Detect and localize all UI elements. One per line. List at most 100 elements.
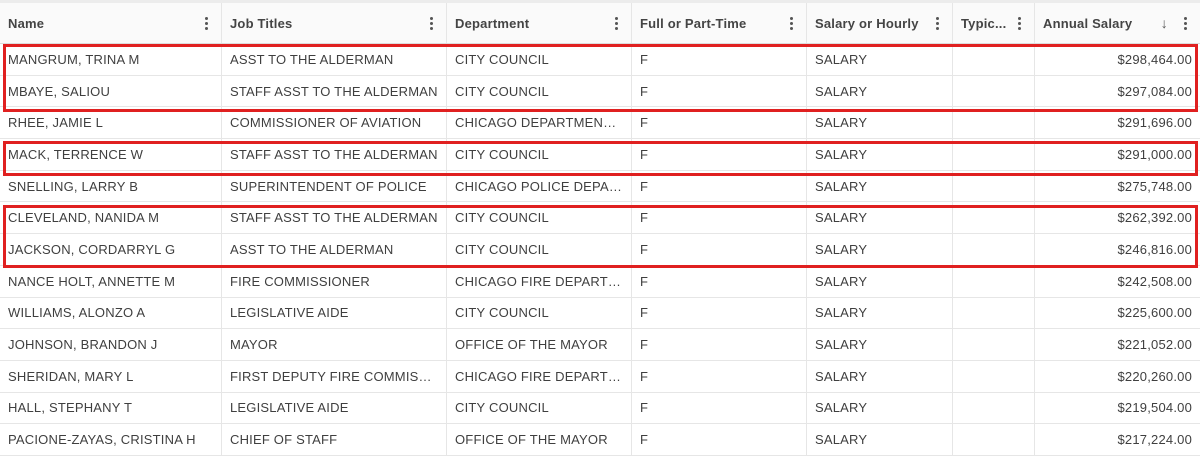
cell-full-or-part-time[interactable]: F bbox=[632, 170, 807, 202]
cell-department[interactable]: CITY COUNCIL bbox=[447, 202, 632, 234]
cell-full-or-part-time[interactable]: F bbox=[632, 202, 807, 234]
cell-job-title[interactable]: STAFF ASST TO THE ALDERMAN bbox=[222, 202, 447, 234]
column-menu-icon[interactable] bbox=[784, 15, 798, 31]
cell-name[interactable]: MANGRUM, TRINA M bbox=[0, 44, 222, 75]
cell-salary-or-hourly[interactable]: SALARY bbox=[807, 139, 953, 170]
table-row[interactable]: MBAYE, SALIOU STAFF ASST TO THE ALDERMAN C… bbox=[0, 75, 1200, 108]
table-row[interactable]: PACIONE-ZAYAS, CRISTINA H CHIEF OF STAFF O… bbox=[0, 424, 1200, 456]
table-row[interactable]: SHERIDAN, MARY L FIRST DEPUTY FIRE COMMIS… bbox=[0, 360, 1200, 393]
cell-typical-hours[interactable] bbox=[953, 44, 1035, 75]
cell-name[interactable]: JACKSON, CORDARRYL G bbox=[0, 234, 222, 265]
cell-salary-or-hourly[interactable]: SALARY bbox=[807, 234, 953, 265]
cell-job-title[interactable]: FIRE COMMISSIONER bbox=[222, 265, 447, 297]
cell-department[interactable]: CITY COUNCIL bbox=[447, 44, 632, 75]
table-row[interactable]: CLEVELAND, NANIDA M STAFF ASST TO THE ALD… bbox=[0, 202, 1200, 235]
cell-typical-hours[interactable] bbox=[953, 424, 1035, 455]
cell-department[interactable]: OFFICE OF THE MAYOR bbox=[447, 424, 632, 455]
column-menu-icon[interactable] bbox=[1178, 15, 1192, 31]
cell-full-or-part-time[interactable]: F bbox=[632, 360, 807, 392]
cell-typical-hours[interactable] bbox=[953, 265, 1035, 297]
cell-job-title[interactable]: FIRST DEPUTY FIRE COMMISSION... bbox=[222, 360, 447, 392]
cell-department[interactable]: CITY COUNCIL bbox=[447, 139, 632, 170]
cell-name[interactable]: HALL, STEPHANY T bbox=[0, 392, 222, 424]
cell-job-title[interactable]: ASST TO THE ALDERMAN bbox=[222, 234, 447, 265]
column-header-annual-salary[interactable]: Annual Salary ↓ bbox=[1035, 3, 1200, 43]
cell-full-or-part-time[interactable]: F bbox=[632, 265, 807, 297]
cell-department[interactable]: CITY COUNCIL bbox=[447, 75, 632, 107]
cell-full-or-part-time[interactable]: F bbox=[632, 329, 807, 360]
column-header-name[interactable]: Name bbox=[0, 3, 222, 43]
cell-annual-salary[interactable]: $262,392.00 bbox=[1035, 202, 1200, 233]
cell-typical-hours[interactable] bbox=[953, 75, 1035, 107]
cell-job-title[interactable]: ASST TO THE ALDERMAN bbox=[222, 44, 447, 75]
cell-typical-hours[interactable] bbox=[953, 139, 1035, 170]
cell-annual-salary[interactable]: $291,696.00 bbox=[1035, 107, 1200, 138]
cell-name[interactable]: RHEE, JAMIE L bbox=[0, 107, 222, 139]
table-row[interactable]: JACKSON, CORDARRYL G ASST TO THE ALDERMAN… bbox=[0, 234, 1200, 266]
cell-salary-or-hourly[interactable]: SALARY bbox=[807, 44, 953, 75]
cell-typical-hours[interactable] bbox=[953, 329, 1035, 360]
cell-job-title[interactable]: LEGISLATIVE AIDE bbox=[222, 297, 447, 329]
cell-job-title[interactable]: STAFF ASST TO THE ALDERMAN bbox=[222, 75, 447, 107]
cell-annual-salary[interactable]: $298,464.00 bbox=[1035, 44, 1200, 75]
cell-annual-salary[interactable]: $217,224.00 bbox=[1035, 424, 1200, 455]
cell-typical-hours[interactable] bbox=[953, 107, 1035, 139]
cell-salary-or-hourly[interactable]: SALARY bbox=[807, 360, 953, 392]
cell-annual-salary[interactable]: $291,000.00 bbox=[1035, 139, 1200, 170]
cell-name[interactable]: WILLIAMS, ALONZO A bbox=[0, 297, 222, 329]
cell-full-or-part-time[interactable]: F bbox=[632, 75, 807, 107]
cell-salary-or-hourly[interactable]: SALARY bbox=[807, 424, 953, 455]
cell-annual-salary[interactable]: $219,504.00 bbox=[1035, 393, 1200, 424]
cell-name[interactable]: PACIONE-ZAYAS, CRISTINA H bbox=[0, 424, 222, 455]
cell-salary-or-hourly[interactable]: SALARY bbox=[807, 265, 953, 297]
column-header-department[interactable]: Department bbox=[447, 3, 632, 43]
table-row[interactable]: JOHNSON, BRANDON J MAYOR OFFICE OF THE MAY… bbox=[0, 329, 1200, 361]
cell-salary-or-hourly[interactable]: SALARY bbox=[807, 202, 953, 234]
cell-typical-hours[interactable] bbox=[953, 170, 1035, 202]
column-header-salary-or-hourly[interactable]: Salary or Hourly bbox=[807, 3, 953, 43]
column-header-full-or-part-time[interactable]: Full or Part-Time bbox=[632, 3, 807, 43]
table-row[interactable]: WILLIAMS, ALONZO A LEGISLATIVE AIDE CITY C… bbox=[0, 297, 1200, 330]
cell-full-or-part-time[interactable]: F bbox=[632, 424, 807, 455]
cell-department[interactable]: CHICAGO DEPARTMENT OF... bbox=[447, 107, 632, 139]
cell-typical-hours[interactable] bbox=[953, 234, 1035, 265]
cell-job-title[interactable]: LEGISLATIVE AIDE bbox=[222, 392, 447, 424]
cell-full-or-part-time[interactable]: F bbox=[632, 139, 807, 170]
cell-department[interactable]: CHICAGO POLICE DEPART... bbox=[447, 170, 632, 202]
cell-typical-hours[interactable] bbox=[953, 392, 1035, 424]
cell-full-or-part-time[interactable]: F bbox=[632, 107, 807, 139]
cell-full-or-part-time[interactable]: F bbox=[632, 234, 807, 265]
cell-name[interactable]: SNELLING, LARRY B bbox=[0, 170, 222, 202]
cell-salary-or-hourly[interactable]: SALARY bbox=[807, 75, 953, 107]
table-row[interactable]: MANGRUM, TRINA M ASST TO THE ALDERMAN CITY… bbox=[0, 44, 1200, 76]
table-row[interactable]: MACK, TERRENCE W STAFF ASST TO THE ALDERM… bbox=[0, 139, 1200, 171]
cell-job-title[interactable]: STAFF ASST TO THE ALDERMAN bbox=[222, 139, 447, 170]
table-row[interactable]: RHEE, JAMIE L COMMISSIONER OF AVIATION CHI… bbox=[0, 107, 1200, 140]
cell-job-title[interactable]: COMMISSIONER OF AVIATION bbox=[222, 107, 447, 139]
cell-annual-salary[interactable]: $246,816.00 bbox=[1035, 234, 1200, 265]
cell-salary-or-hourly[interactable]: SALARY bbox=[807, 392, 953, 424]
cell-department[interactable]: CHICAGO FIRE DEPARTMENT bbox=[447, 360, 632, 392]
cell-salary-or-hourly[interactable]: SALARY bbox=[807, 329, 953, 360]
cell-annual-salary[interactable]: $275,748.00 bbox=[1035, 171, 1200, 202]
cell-department[interactable]: CITY COUNCIL bbox=[447, 392, 632, 424]
cell-job-title[interactable]: CHIEF OF STAFF bbox=[222, 424, 447, 455]
cell-annual-salary[interactable]: $221,052.00 bbox=[1035, 329, 1200, 360]
column-menu-icon[interactable] bbox=[930, 15, 944, 31]
cell-name[interactable]: SHERIDAN, MARY L bbox=[0, 360, 222, 392]
cell-annual-salary[interactable]: $225,600.00 bbox=[1035, 298, 1200, 329]
cell-name[interactable]: MACK, TERRENCE W bbox=[0, 139, 222, 170]
cell-full-or-part-time[interactable]: F bbox=[632, 297, 807, 329]
cell-department[interactable]: CITY COUNCIL bbox=[447, 297, 632, 329]
table-row[interactable]: NANCE HOLT, ANNETTE M FIRE COMMISSIONER CH… bbox=[0, 265, 1200, 298]
table-row[interactable]: HALL, STEPHANY T LEGISLATIVE AIDE CITY COU… bbox=[0, 392, 1200, 425]
column-menu-icon[interactable] bbox=[424, 15, 438, 31]
column-header-job-titles[interactable]: Job Titles bbox=[222, 3, 447, 43]
cell-department[interactable]: OFFICE OF THE MAYOR bbox=[447, 329, 632, 360]
cell-name[interactable]: NANCE HOLT, ANNETTE M bbox=[0, 265, 222, 297]
cell-annual-salary[interactable]: $242,508.00 bbox=[1035, 266, 1200, 297]
column-menu-icon[interactable] bbox=[1012, 15, 1026, 31]
cell-annual-salary[interactable]: $220,260.00 bbox=[1035, 361, 1200, 392]
cell-job-title[interactable]: SUPERINTENDENT OF POLICE bbox=[222, 170, 447, 202]
cell-job-title[interactable]: MAYOR bbox=[222, 329, 447, 360]
